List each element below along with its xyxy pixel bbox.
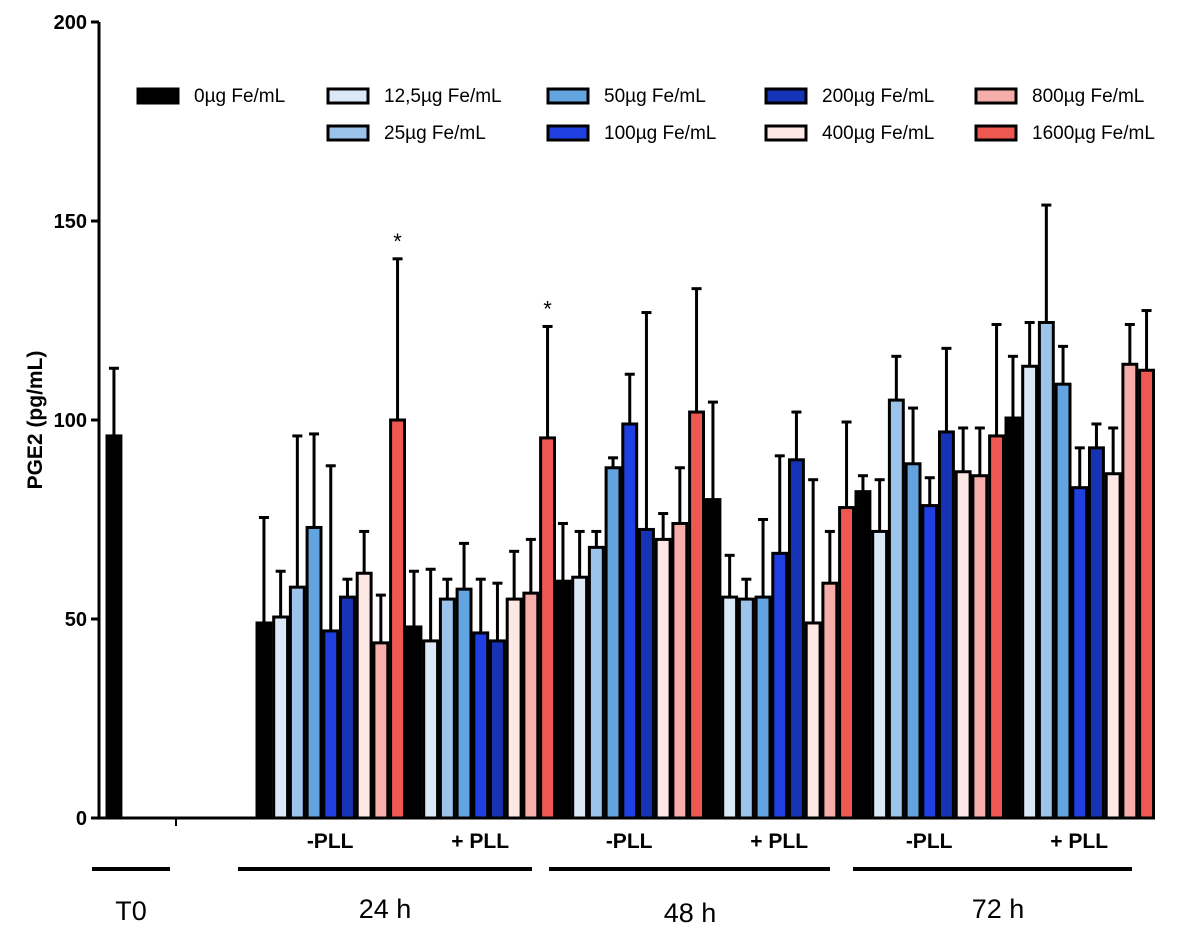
bar [389,418,407,820]
bar [704,498,722,820]
bar [405,625,423,820]
significance-star: * [543,296,552,321]
bar [921,504,939,820]
bar [372,641,390,820]
bar [288,585,306,820]
bar [621,422,639,820]
legend-label: 25µg Fe/mL [384,123,486,144]
legend-swatch [546,124,590,142]
time-label: 72 h [972,894,1025,924]
bar [1021,364,1039,820]
bar [105,434,123,820]
bar [954,470,972,820]
bar [1121,362,1139,820]
legend-label: 100µg Fe/mL [604,123,716,144]
bar [971,474,989,820]
bar [438,597,456,820]
category-label: -PLL [307,830,354,853]
legend-swatch [326,124,370,142]
bar [422,639,440,820]
bar [854,490,872,820]
bar [938,430,955,820]
category-label: + PLL [1050,830,1108,853]
category-label: + PLL [750,830,808,853]
legend-swatch [974,124,1018,142]
bar [339,595,356,820]
y-tick-label: 0 [76,808,87,830]
bar [754,595,772,820]
bar [455,587,473,820]
bar [871,529,889,820]
legend-label: 50µg Fe/mL [604,86,706,107]
legend-swatch [136,87,180,105]
legend-label: 0µg Fe/mL [194,86,285,107]
legend: 0µg Fe/mL 12,5µg Fe/mL 25µg Fe/mL 50µg Fe/m… [136,86,1155,144]
legend-swatch [326,87,370,105]
bar [1054,382,1072,820]
bar [255,621,273,820]
time-label: 24 h [359,894,412,924]
bar [671,521,689,820]
bar [1037,320,1055,820]
legend-label: 1600µg Fe/mL [1032,123,1155,144]
bar [737,597,755,820]
bar [554,579,572,820]
bar [887,398,905,820]
bar [305,525,323,820]
bar [505,597,523,820]
bar [571,575,589,820]
legend-swatch [546,87,590,105]
bar [788,458,805,820]
bar [838,506,855,820]
y-axis-label: PGE2 (pg/mL) [24,351,47,490]
bar [322,629,340,820]
bar [1071,486,1089,820]
legend-swatch [764,87,808,105]
legend-label: 800µg Fe/mL [1032,86,1144,107]
bar [721,595,739,820]
bar [654,537,672,820]
bar [1104,472,1122,820]
legend-label: 400µg Fe/mL [822,123,934,144]
y-tick-label: 200 [54,12,87,34]
category-label: -PLL [606,830,653,853]
bar [489,639,506,820]
bar [688,410,705,820]
bar [771,551,789,820]
bar [804,621,822,820]
significance-star: * [393,229,402,254]
bar [522,591,540,820]
bar [1138,368,1155,820]
legend-label: 200µg Fe/mL [822,86,934,107]
bar [638,527,655,820]
bar [272,615,290,820]
category-label: + PLL [451,830,509,853]
legend-swatch [974,87,1018,105]
bar [988,434,1005,820]
bar [1088,446,1105,820]
legend-label: 12,5µg Fe/mL [384,86,502,107]
bar [472,631,490,820]
bar [539,436,556,820]
time-label: T0 [115,896,147,926]
bar [1004,416,1022,820]
bar [355,571,373,820]
category-label: -PLL [906,830,953,853]
y-tick-label: 50 [65,609,87,631]
bars-layer [105,203,1155,820]
y-tick-label: 150 [54,211,87,233]
bar [821,581,839,820]
time-label: 48 h [664,898,717,928]
bar [904,462,922,820]
bar [587,545,605,820]
bar [604,466,622,820]
legend-swatch [764,124,808,142]
y-tick-label: 100 [54,410,87,432]
labels-layer: PGE2 (pg/mL) * -PLL * + PLL -PLL + PLL -PLL + PL… [24,229,1108,928]
